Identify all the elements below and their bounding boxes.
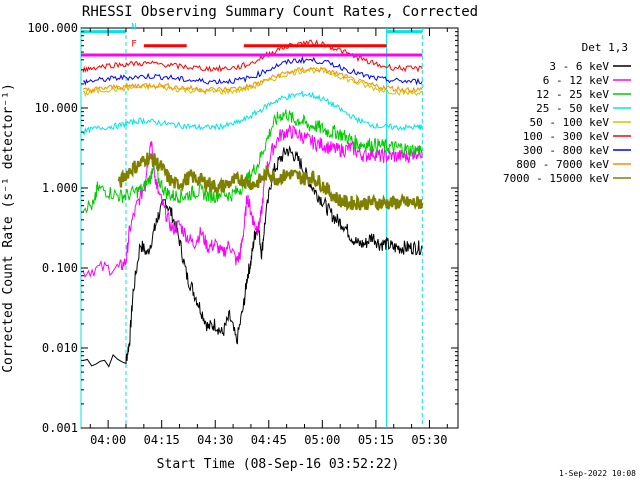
legend-label: 6 - 12 keV <box>543 74 610 87</box>
flag-label: N <box>131 23 136 33</box>
y-tick-label: 100.000 <box>27 21 78 35</box>
y-tick-label: 0.100 <box>42 261 78 275</box>
time-markers <box>80 28 423 428</box>
series-line-3 <box>82 89 423 136</box>
legend-label: 300 - 800 keV <box>523 144 609 157</box>
series-line-2 <box>82 109 423 214</box>
x-tick-label: 05:00 <box>304 433 340 447</box>
y-axis: 100.000 10.000 1.000 0.100 0.010 0.001 <box>27 21 458 435</box>
date-stamp: 1-Sep-2022 10:08 <box>559 469 636 478</box>
series-line-7 <box>82 66 423 94</box>
legend-label: 100 - 300 keV <box>523 130 609 143</box>
y-tick-label: 0.001 <box>42 421 78 435</box>
y-tick-label: 1.000 <box>42 181 78 195</box>
flag-bars: NF <box>81 23 423 57</box>
y-tick-label: 10.000 <box>35 101 78 115</box>
x-tick-label: 04:00 <box>90 433 126 447</box>
x-tick-label: 04:45 <box>251 433 287 447</box>
legend-label: 25 - 50 keV <box>536 102 609 115</box>
flag-label: F <box>131 40 136 50</box>
x-tick-label: 04:15 <box>144 433 180 447</box>
legend-label: 800 - 7000 keV <box>516 158 609 171</box>
series-line-6 <box>82 55 423 86</box>
y-tick-label: 0.010 <box>42 341 78 355</box>
series-line-8 <box>117 152 424 212</box>
series-line-1 <box>82 124 423 278</box>
y-axis-label: Corrected Count Rate (s⁻¹ detector⁻¹) <box>1 83 16 373</box>
legend-label: 50 - 100 keV <box>530 116 610 129</box>
legend-title: Det 1,3 <box>582 41 628 54</box>
series-line-4 <box>82 66 423 98</box>
legend-label: 12 - 25 keV <box>536 88 609 101</box>
legend-label: 7000 - 15000 keV <box>503 172 609 185</box>
series-line-0 <box>82 145 423 368</box>
x-tick-label: 04:30 <box>197 433 233 447</box>
x-tick-label: 05:15 <box>358 433 394 447</box>
chart-title: RHESSI Observing Summary Count Rates, Co… <box>82 4 478 20</box>
legend-label: 3 - 6 keV <box>549 60 609 73</box>
x-tick-label: 05:30 <box>411 433 447 447</box>
x-axis: 04:00 04:15 04:30 04:45 05:00 05:15 05:30 <box>89 28 448 447</box>
series-layer <box>82 39 424 368</box>
series-line-5 <box>82 39 423 73</box>
x-axis-label: Start Time (08-Sep-16 03:52:22) <box>157 457 400 472</box>
